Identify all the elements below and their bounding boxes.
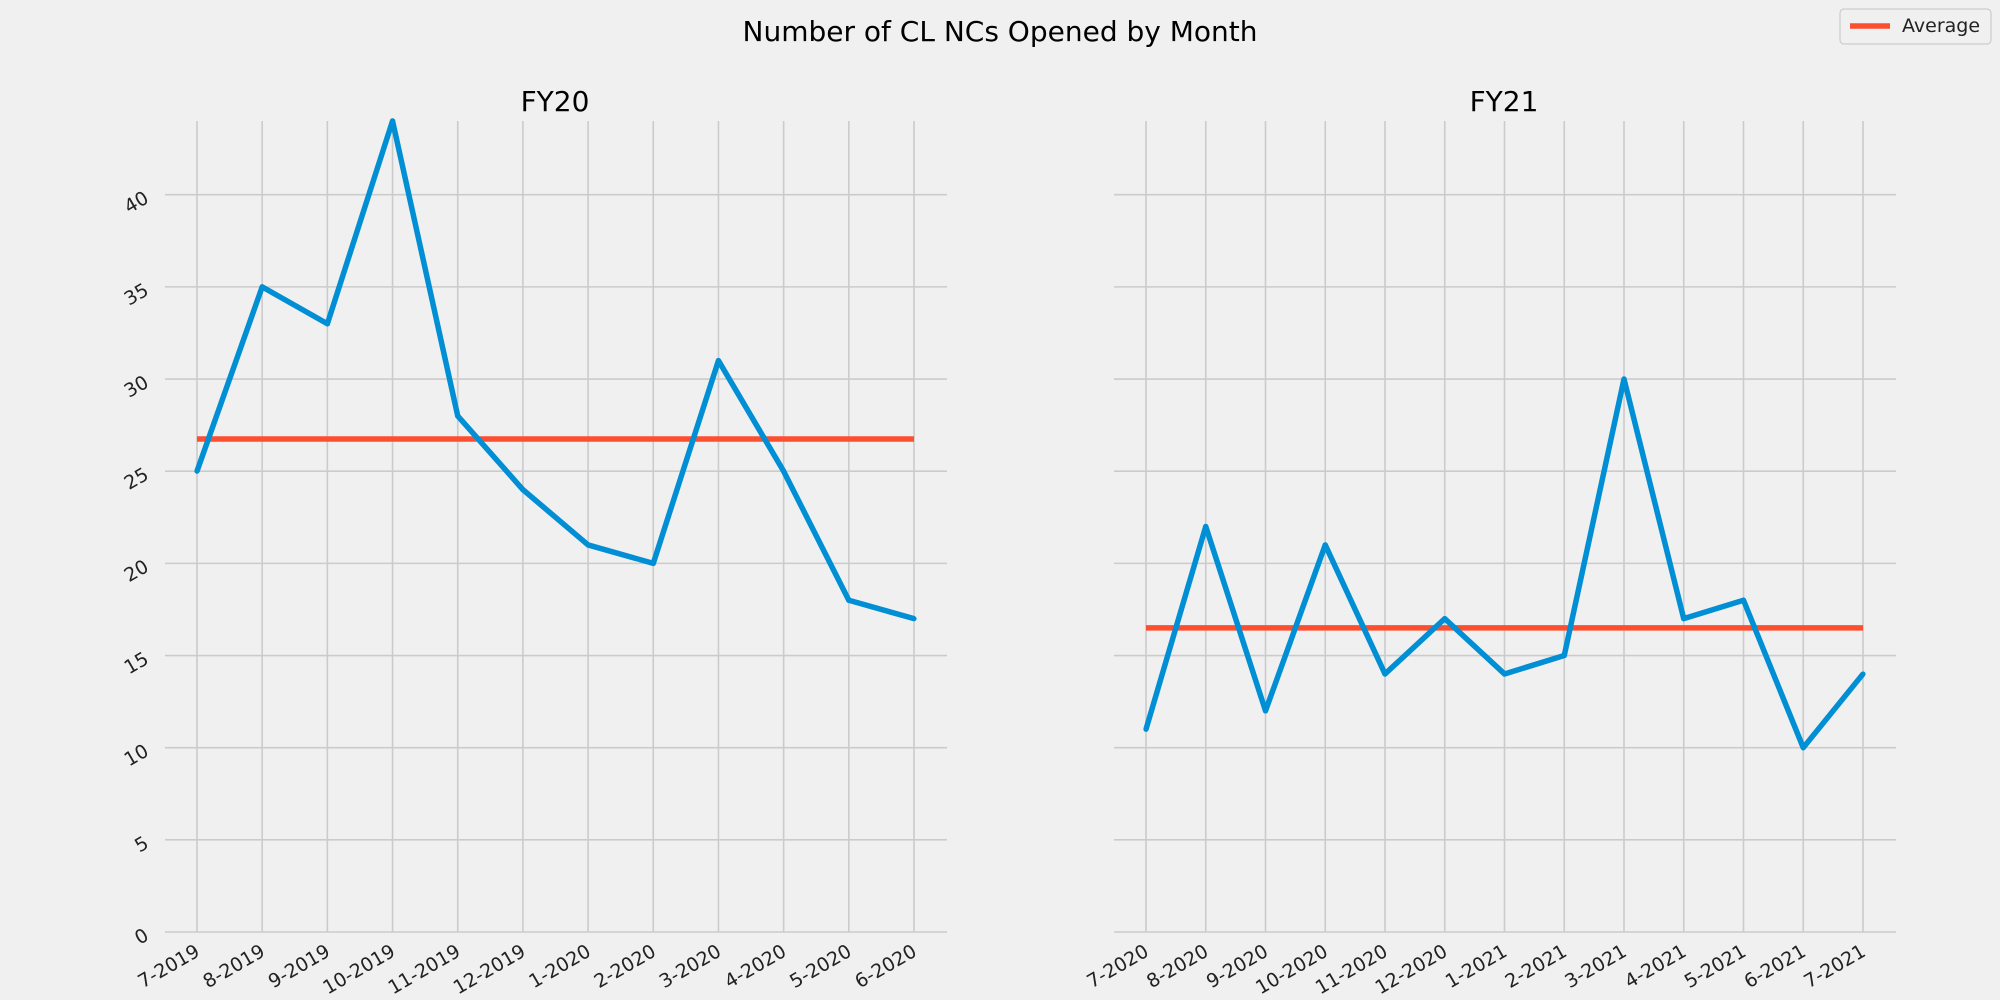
data-point bbox=[520, 487, 526, 493]
subplot-title-fy20: FY20 bbox=[521, 85, 590, 118]
data-point bbox=[781, 468, 787, 474]
data-point bbox=[715, 358, 722, 364]
y-gridlines-fy21 bbox=[1114, 193, 1896, 933]
data-point bbox=[1442, 616, 1448, 622]
data-point bbox=[455, 413, 461, 419]
data-point bbox=[1143, 726, 1149, 732]
legend-frame bbox=[1839, 8, 1992, 45]
data-point bbox=[1382, 671, 1388, 677]
subplot-title-fy21: FY21 bbox=[1470, 85, 1539, 118]
data-point bbox=[1621, 376, 1627, 382]
y-gridlines-fy20 bbox=[165, 193, 947, 933]
series-line-fy20 bbox=[194, 118, 917, 622]
legend-label-average: Average bbox=[1902, 15, 1980, 37]
data-point bbox=[1860, 671, 1866, 677]
data-point bbox=[1740, 597, 1747, 603]
data-point bbox=[1681, 616, 1687, 622]
subplot-fy20: FY20 7-20198-20199-201910-201911-201912-… bbox=[121, 85, 947, 999]
data-point bbox=[194, 468, 200, 474]
x-gridlines-fy20 bbox=[196, 121, 915, 932]
data-point bbox=[1322, 542, 1328, 548]
data-point bbox=[911, 616, 917, 622]
data-point bbox=[1262, 708, 1269, 714]
series-line-fy21 bbox=[1143, 376, 1866, 751]
series-line bbox=[194, 118, 915, 622]
data-point bbox=[1561, 652, 1567, 659]
data-point bbox=[259, 284, 265, 290]
data-point bbox=[1501, 671, 1508, 677]
data-point bbox=[585, 542, 591, 548]
legend: Average bbox=[1839, 8, 1992, 45]
chart-title: Number of CL NCs Opened by Month bbox=[743, 15, 1258, 48]
data-point bbox=[389, 118, 396, 124]
data-point bbox=[324, 321, 330, 327]
data-point bbox=[650, 560, 656, 566]
data-point bbox=[846, 597, 852, 603]
data-point bbox=[1203, 523, 1209, 530]
data-point bbox=[1800, 745, 1806, 751]
